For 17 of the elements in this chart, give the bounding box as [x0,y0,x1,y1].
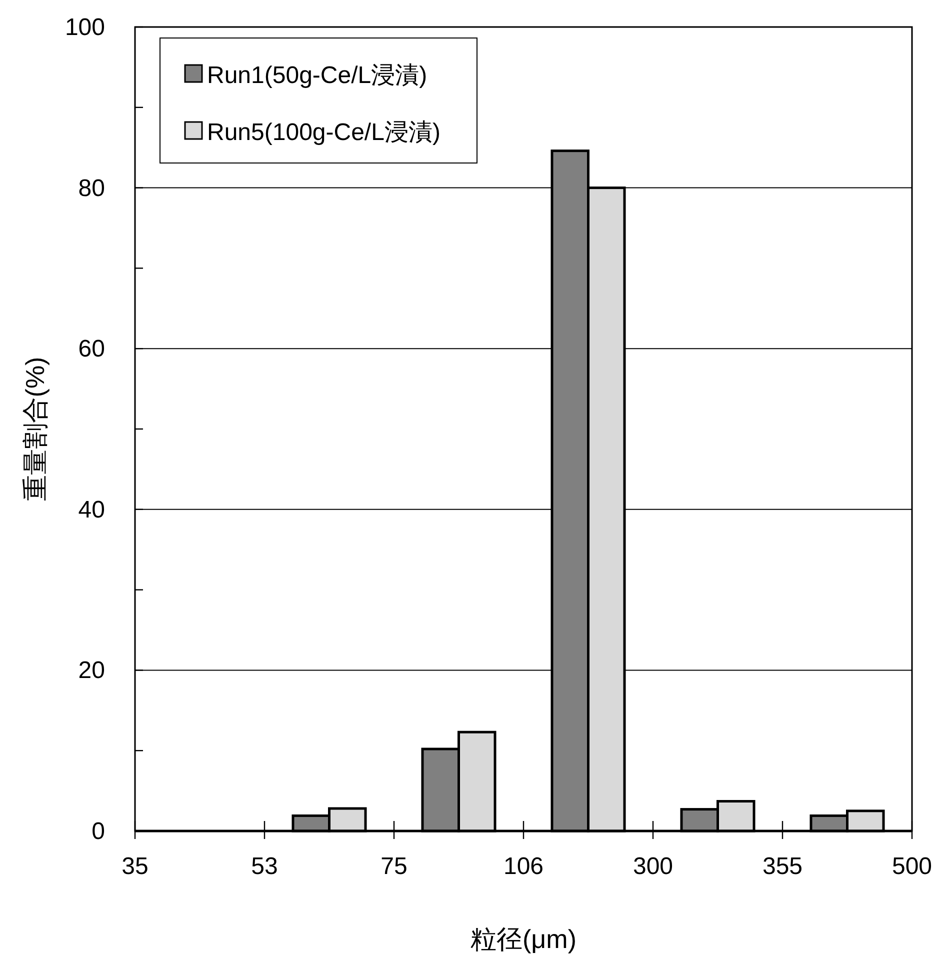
y-axis-title: 重量割合(%) [20,356,50,502]
text: 35 [122,853,148,880]
legend-label: Run1(50g-Ce/L浸漬) [207,62,428,89]
y-tick-label: 80 [78,174,105,202]
y-tick-label: 40 [78,496,105,524]
legend-label: Run5(100g-Ce/L浸漬) [207,119,440,146]
y-tick-label: 0 [92,818,105,845]
x-axis-title: 粒径(μm) [470,924,576,954]
text: 106 [503,853,544,880]
y-tick-label: 100 [64,14,105,41]
y-tick-label: 60 [78,336,105,363]
y-tick-label: 20 [78,657,105,684]
text: 500 [892,853,932,880]
text: 300 [632,853,674,880]
text: 75 [380,853,408,880]
text: 355 [762,853,803,880]
text: 53 [251,853,278,880]
